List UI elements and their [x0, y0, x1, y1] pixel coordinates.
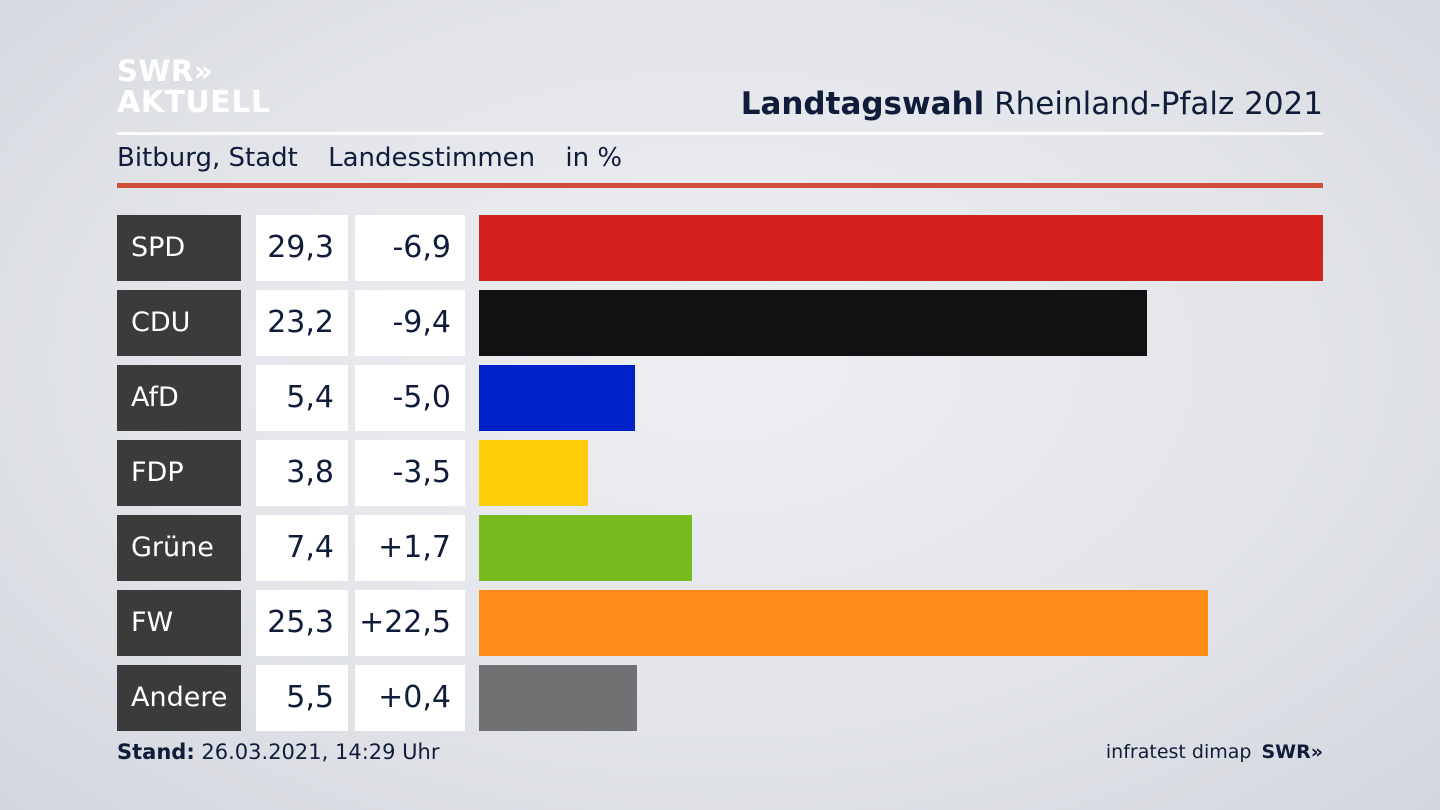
party-label: Grüne [117, 515, 241, 581]
subtitle-place: Bitburg, Stadt [117, 143, 298, 173]
vote-share-label: 3,8 [256, 440, 348, 506]
result-bar [479, 365, 635, 431]
result-bar [479, 440, 588, 506]
page-title: Landtagswahl Rheinland-Pfalz 2021 [741, 86, 1323, 122]
result-bar [479, 515, 692, 581]
change-label: -3,5 [355, 440, 465, 506]
stand-value: 26.03.2021, 14:29 Uhr [194, 740, 440, 764]
party-label: CDU [117, 290, 241, 356]
party-label: AfD [117, 365, 241, 431]
swr-brand-logo: SWR» [1261, 741, 1323, 763]
change-label: -5,0 [355, 365, 465, 431]
vote-share-label: 7,4 [256, 515, 348, 581]
timestamp: Stand: 26.03.2021, 14:29 Uhr [117, 740, 440, 764]
result-bar [479, 590, 1208, 656]
result-bar [479, 665, 637, 731]
logo-line-swr: SWR» [117, 54, 213, 88]
party-label: FW [117, 590, 241, 656]
subtitle-divider [117, 183, 1323, 188]
vote-share-label: 23,2 [256, 290, 348, 356]
change-label: +0,4 [355, 665, 465, 731]
result-bar [479, 215, 1323, 281]
title-rest: Rheinland-Pfalz 2021 [984, 86, 1323, 122]
swr-aktuell-logo: SWR» AKTUELL [117, 54, 271, 120]
header-divider [117, 132, 1323, 135]
vote-share-label: 5,4 [256, 365, 348, 431]
party-label: SPD [117, 215, 241, 281]
vote-share-label: 5,5 [256, 665, 348, 731]
title-bold: Landtagswahl [740, 86, 985, 122]
change-label: +1,7 [355, 515, 465, 581]
party-label: Andere [117, 665, 241, 731]
stand-label: Stand: [117, 740, 195, 764]
result-bar [479, 290, 1147, 356]
subtitle: Bitburg, Stadt Landesstimmen in % [117, 143, 644, 173]
vote-share-label: 25,3 [256, 590, 348, 656]
subtitle-unit: in % [565, 143, 623, 173]
subtitle-vote-type: Landesstimmen [328, 143, 536, 173]
vote-share-label: 29,3 [256, 215, 348, 281]
change-label: +22,5 [355, 590, 465, 656]
source-name: infratest dimap [1105, 741, 1252, 763]
party-label: FDP [117, 440, 241, 506]
change-label: -9,4 [355, 290, 465, 356]
source-credit: infratest dimap SWR» [1106, 741, 1323, 763]
logo-line-aktuell: AKTUELL [117, 85, 271, 120]
change-label: -6,9 [355, 215, 465, 281]
